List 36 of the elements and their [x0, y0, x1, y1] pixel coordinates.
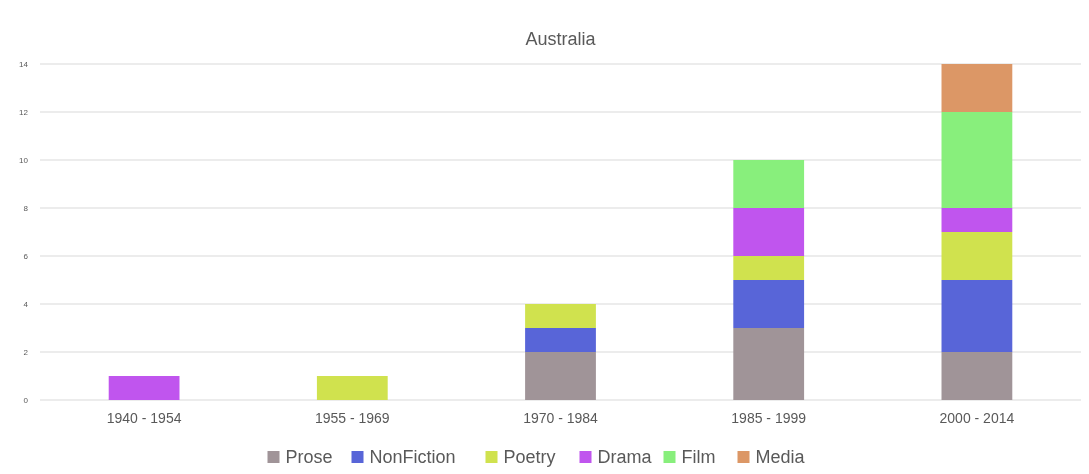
legend-label: Prose [285, 447, 333, 468]
y-tick-label: 0 [23, 395, 29, 405]
bar [941, 352, 1013, 400]
legend-label: Media [755, 447, 806, 468]
x-tick-label: 1940 - 1954 [106, 410, 182, 426]
y-tick-label: 12 [19, 107, 29, 117]
bar [733, 208, 805, 256]
bar [316, 376, 388, 400]
bar [733, 256, 805, 280]
bar [525, 304, 596, 328]
y-tick-label: 6 [23, 251, 29, 261]
x-tick-label: 1955 - 1969 [314, 410, 390, 426]
y-tick-label: 8 [23, 203, 29, 213]
bar [941, 208, 1013, 232]
bar [941, 64, 1013, 112]
x-tick-label: 1970 - 1984 [523, 410, 599, 426]
y-tick-label: 14 [19, 59, 29, 69]
bar [525, 352, 596, 400]
legend-label: Poetry [503, 447, 556, 468]
y-tick-label: 2 [23, 347, 29, 357]
chart-title: Australia [525, 29, 597, 49]
legend-label: Drama [597, 447, 653, 468]
bar [733, 280, 805, 328]
bar [941, 280, 1013, 352]
bar [733, 328, 805, 400]
bar [525, 328, 596, 352]
legend-label: NonFiction [369, 447, 456, 468]
y-tick-label: 10 [19, 155, 29, 165]
bar [941, 112, 1013, 208]
bar [941, 232, 1013, 280]
bar [108, 376, 180, 400]
bar [733, 160, 805, 208]
legend-label: Film [681, 447, 716, 468]
y-tick-label: 4 [23, 299, 29, 309]
x-tick-label: 2000 - 2014 [939, 410, 1015, 426]
x-tick-label: 1985 - 1999 [731, 410, 807, 426]
